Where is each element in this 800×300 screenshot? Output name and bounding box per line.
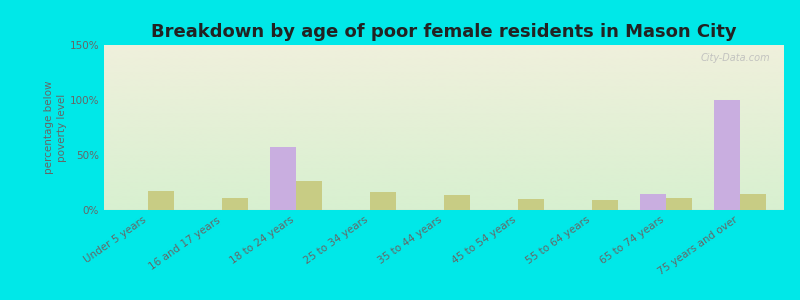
Text: City-Data.com: City-Data.com	[701, 53, 770, 63]
Bar	[518, 199, 544, 210]
Bar	[740, 194, 766, 210]
Bar	[666, 198, 692, 210]
Y-axis label: percentage below
poverty level: percentage below poverty level	[43, 81, 66, 174]
Bar	[592, 200, 618, 210]
Bar	[444, 195, 470, 210]
Bar	[296, 182, 322, 210]
Title: Breakdown by age of poor female residents in Mason City: Breakdown by age of poor female resident…	[151, 23, 737, 41]
Bar	[148, 191, 174, 210]
Bar	[270, 147, 296, 210]
Bar	[714, 100, 740, 210]
Bar	[640, 194, 666, 210]
Bar	[370, 192, 396, 210]
Bar	[222, 198, 248, 210]
